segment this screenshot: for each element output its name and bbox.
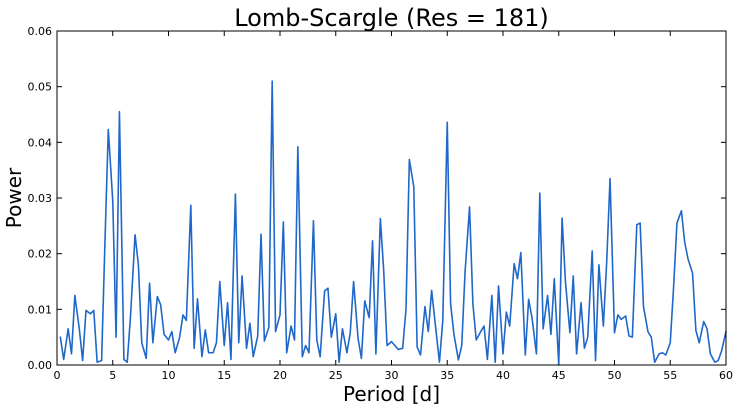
- x-tick-label: 40: [496, 369, 510, 382]
- y-tick-label: 0.03: [28, 192, 53, 205]
- y-tick-label: 0.06: [28, 25, 53, 38]
- x-tick-label: 0: [54, 369, 61, 382]
- y-tick-labels: 0.00 0.01 0.02 0.03 0.04 0.05 0.06: [28, 25, 53, 372]
- x-tick-label: 20: [273, 369, 287, 382]
- chart-title: Lomb-Scargle (Res = 181): [234, 4, 549, 32]
- x-tick-label: 50: [608, 369, 622, 382]
- x-tick-label: 25: [329, 369, 343, 382]
- x-tick-label: 15: [217, 369, 231, 382]
- x-tick-label: 60: [719, 369, 733, 382]
- plot-frame: [56, 30, 727, 366]
- x-tick-labels: 0 5 10 15 20 25 30 35 40 45 50 55 60: [54, 369, 734, 382]
- y-tick-label: 0.02: [28, 248, 53, 261]
- x-tick-label: 30: [385, 369, 399, 382]
- x-tick-label: 5: [109, 369, 116, 382]
- y-tick-label: 0.01: [28, 303, 53, 316]
- x-tick-label: 35: [440, 369, 454, 382]
- x-tick-label: 10: [162, 369, 176, 382]
- x-axis-label: Period [d]: [343, 382, 440, 406]
- y-axis-label: Power: [2, 167, 26, 228]
- y-tick-lines: [57, 30, 726, 366]
- x-tick-lines: [56, 31, 727, 365]
- x-tick-label: 45: [552, 369, 566, 382]
- power-series-line: [59, 80, 727, 366]
- y-tick-label: 0.04: [28, 136, 53, 149]
- y-tick-label: 0.00: [28, 359, 53, 372]
- y-tick-label: 0.05: [28, 81, 53, 94]
- x-tick-label: 55: [663, 369, 677, 382]
